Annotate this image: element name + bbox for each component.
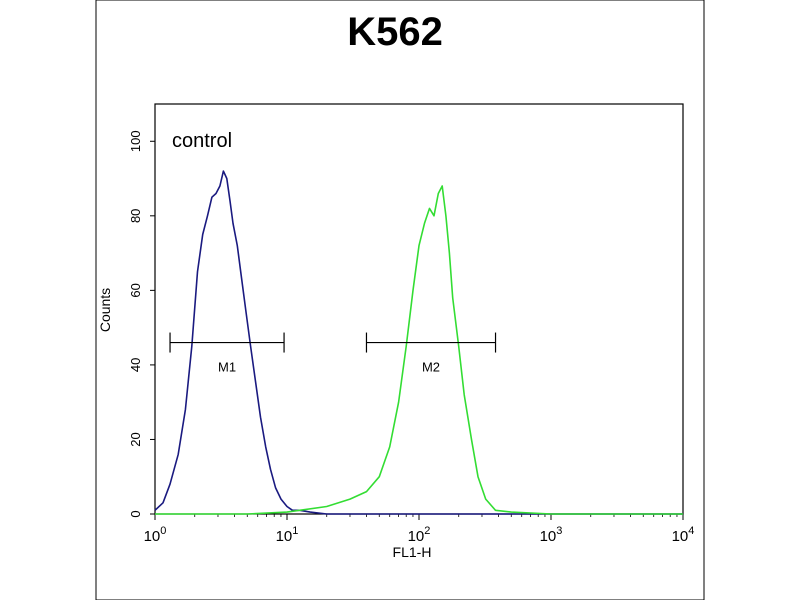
y-tick-label: 60 [128,283,143,297]
x-axis-label: FL1-H [393,544,432,560]
y-axis-label: Counts [97,288,113,332]
y-tick-label: 40 [128,358,143,372]
y-tick-label: 100 [128,130,143,152]
plot-frame [154,103,684,515]
figure-border [95,0,705,600]
control-annotation: control [172,130,232,152]
histogram-line-2 [155,185,683,515]
series-layer [154,170,683,515]
gates-layer: M1 M2 [169,332,497,375]
y-tick-label: 0 [128,510,143,517]
x-axis: 100 101 102 103 104 [144,514,695,545]
y-axis: 0 20 40 60 80 100 [128,130,155,518]
histogram-line-1 [154,170,683,515]
gate-label: M1 [218,360,236,375]
x-tick-label: 102 [408,525,431,545]
y-tick-label: 20 [128,432,143,446]
x-tick-label: 101 [276,525,299,545]
x-tick-label: 100 [144,525,167,545]
chart-title: K562 [347,10,443,54]
x-tick-label: 103 [540,525,563,545]
gate-label: M2 [422,360,440,375]
y-tick-label: 80 [128,209,143,223]
x-tick-label: 104 [672,525,695,545]
